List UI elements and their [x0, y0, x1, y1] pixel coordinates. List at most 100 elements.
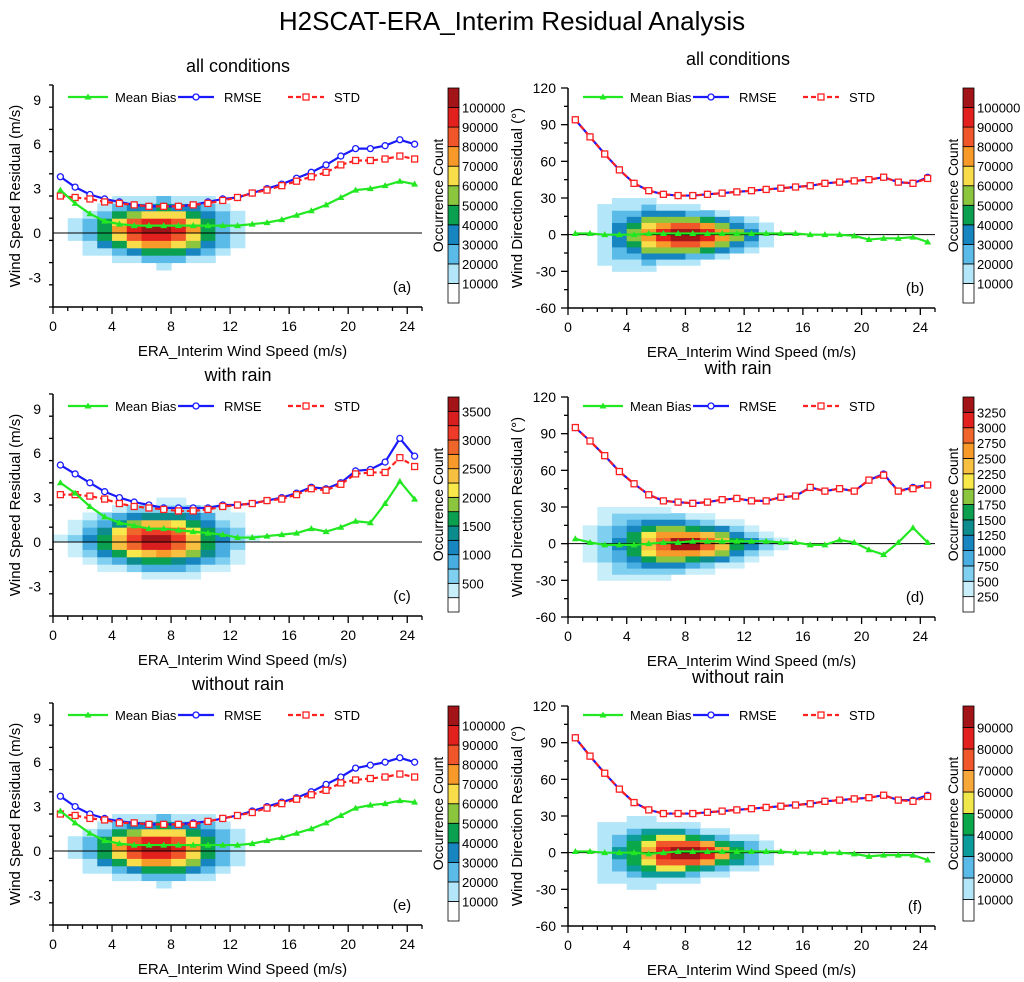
- heat-cell: [82, 233, 98, 241]
- heat-cell: [156, 240, 172, 249]
- colorbar-box: [447, 185, 460, 206]
- x-tick-label: 20: [854, 937, 870, 953]
- heat-cell: [230, 527, 246, 536]
- data-point: [115, 499, 124, 508]
- colorbar-box: [962, 580, 975, 598]
- legend-label: RMSE: [739, 708, 777, 723]
- data-point: [115, 840, 123, 847]
- data-point: [571, 423, 579, 432]
- heat-cell: [670, 568, 686, 575]
- heat-cell: [171, 858, 187, 867]
- heat-cell: [215, 828, 231, 837]
- heat-cell: [729, 864, 745, 872]
- heat-cell: [156, 828, 172, 837]
- heat-cell: [597, 822, 613, 829]
- heat-cell: [141, 512, 157, 521]
- heat-cell: [714, 222, 730, 230]
- data-point: [689, 537, 697, 544]
- heat-cell: [714, 562, 730, 569]
- heat-cell: [685, 549, 701, 557]
- heat-cell: [97, 821, 113, 830]
- heat-cell: [156, 497, 172, 506]
- data-point: [189, 841, 197, 848]
- heat-cell: [200, 240, 216, 249]
- heat-cell: [185, 534, 202, 543]
- heat-cell: [714, 531, 730, 539]
- heat-cell: [126, 851, 143, 859]
- colorbar-tick-label: 30000: [977, 850, 1013, 865]
- heat-cell: [112, 858, 128, 867]
- heat-cell: [626, 216, 642, 223]
- colorbar-tick-label: 10000: [462, 894, 498, 909]
- data-point: [762, 229, 770, 236]
- panel-label: (e): [393, 897, 411, 914]
- heat-cell: [729, 840, 745, 848]
- heat-cell: [156, 519, 172, 528]
- data-point: [174, 526, 182, 533]
- colorbar-box: [447, 901, 460, 922]
- legend-label: Mean Bias: [630, 399, 692, 414]
- data-point: [615, 166, 624, 174]
- heat-cell: [685, 568, 701, 575]
- data-point: [835, 485, 844, 493]
- data-point: [586, 437, 594, 445]
- heat-cell: [597, 210, 613, 217]
- data-point: [381, 142, 389, 150]
- heat-cell: [112, 247, 128, 256]
- data-point: [850, 487, 858, 495]
- colorbar-tick-label: 100000: [462, 719, 505, 734]
- heat-cell: [82, 851, 98, 859]
- heat-cell: [112, 549, 128, 558]
- data-point: [791, 801, 800, 809]
- heat-cell: [597, 852, 613, 860]
- data-point: [366, 761, 374, 769]
- colorbar-tick-label: 1250: [977, 528, 1006, 543]
- data-point: [204, 505, 212, 514]
- heat-cell: [185, 851, 202, 859]
- data-point: [174, 202, 183, 211]
- data-point: [909, 179, 917, 187]
- data-point: [601, 769, 609, 777]
- data-point: [718, 229, 726, 236]
- x-tick-label: 16: [281, 936, 297, 952]
- data-point: [762, 537, 770, 544]
- heat-cell: [612, 562, 628, 569]
- heat-cell: [670, 871, 686, 878]
- panel-title: all conditions: [186, 56, 290, 76]
- heat-cell: [626, 574, 642, 581]
- series-mean-bias: [571, 847, 932, 863]
- colorbar-tick-label: 50000: [462, 198, 498, 213]
- x-tick-label: 16: [281, 318, 297, 334]
- heat-cell: [641, 216, 657, 223]
- heat-cell: [744, 246, 760, 254]
- colorbar-tick-label: 60000: [977, 179, 1013, 194]
- data-point: [836, 536, 844, 543]
- colorbar-box: [962, 107, 975, 128]
- x-tick-label: 8: [167, 318, 175, 334]
- y-tick-label: -60: [536, 918, 556, 934]
- data-point: [659, 538, 667, 545]
- heat-cell: [97, 534, 113, 543]
- heat-cell: [215, 210, 231, 219]
- heat-cell: [171, 542, 187, 550]
- x-tick-label: 24: [399, 936, 415, 952]
- heat-cell: [729, 525, 745, 532]
- data-point: [835, 178, 844, 186]
- colorbar-box: [447, 146, 460, 167]
- data-point: [410, 140, 419, 148]
- colorbar-tick-label: 2250: [977, 467, 1006, 482]
- heat-cell: [597, 549, 613, 557]
- heat-cell: [230, 240, 246, 249]
- series-line: [574, 426, 928, 505]
- data-point: [352, 186, 360, 193]
- heat-cell: [112, 873, 128, 882]
- heat-cell: [200, 233, 216, 241]
- data-point: [337, 811, 345, 818]
- heat-cell: [670, 210, 686, 217]
- heat-cell: [126, 255, 143, 264]
- data-point: [71, 183, 79, 191]
- heat-cell: [171, 196, 187, 204]
- heat-cell: [597, 253, 613, 260]
- colorbar-tick-label: 750: [977, 559, 999, 574]
- heat-cell: [641, 513, 657, 520]
